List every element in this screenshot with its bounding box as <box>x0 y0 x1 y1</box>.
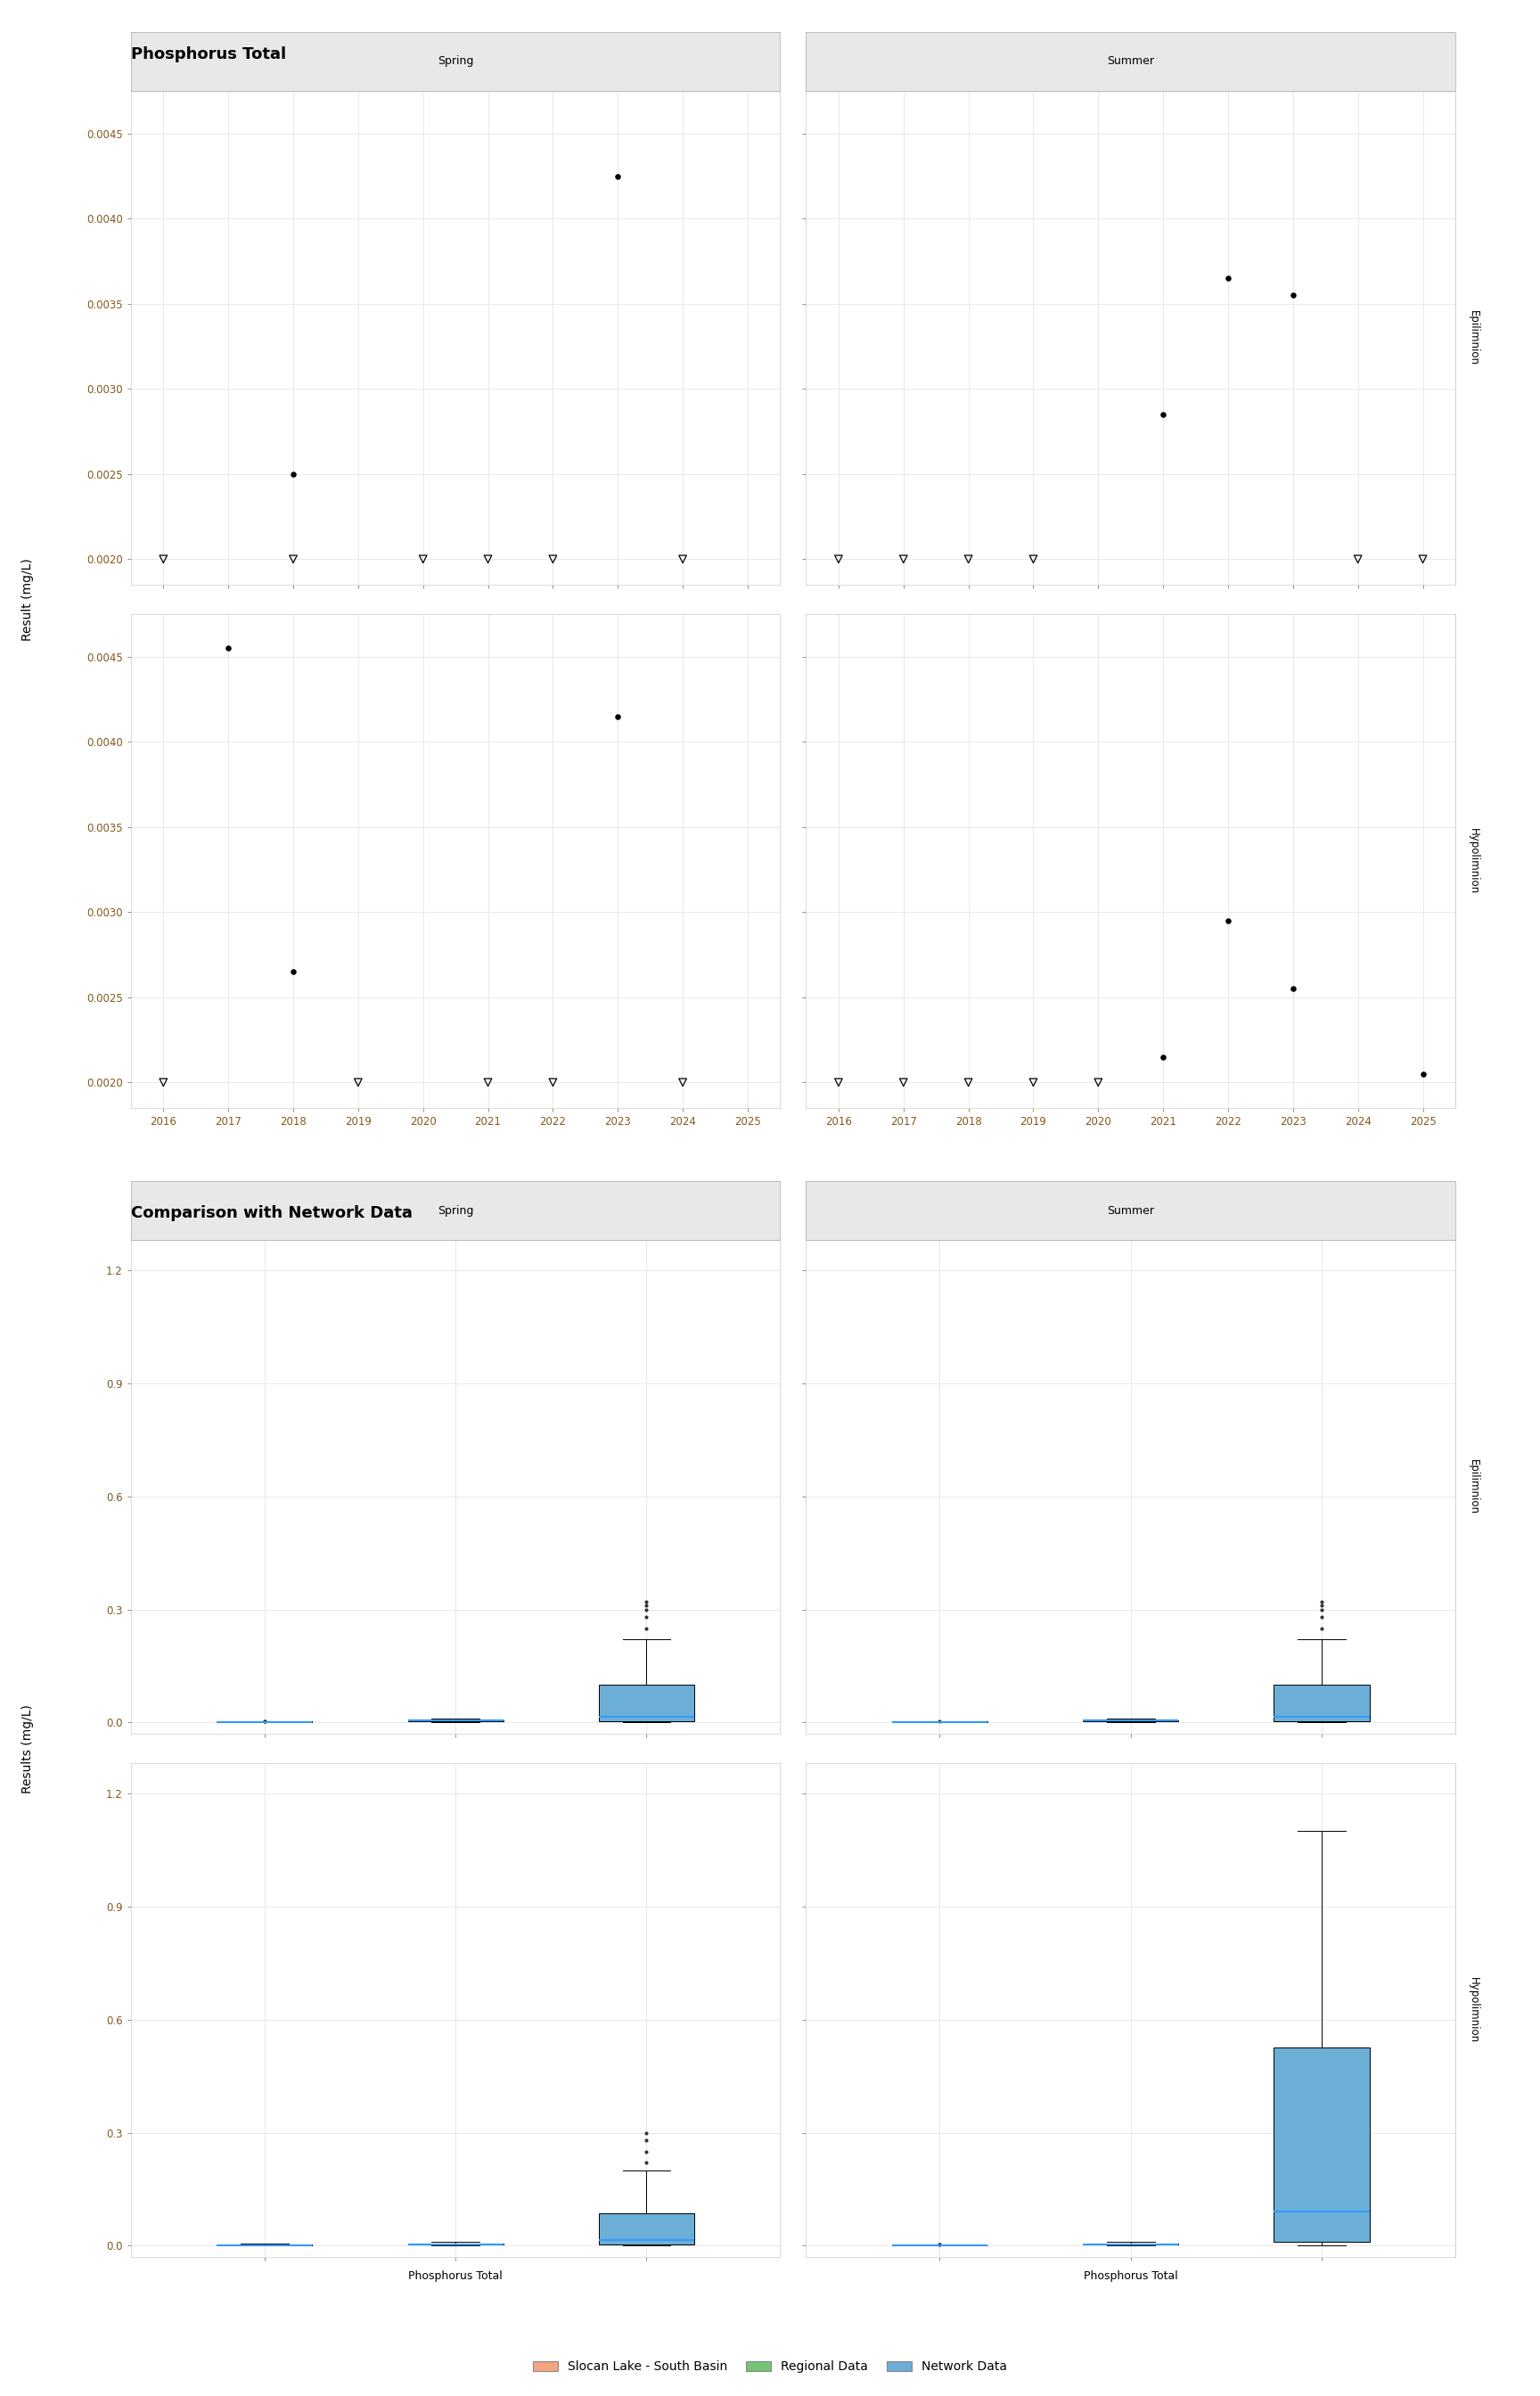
Y-axis label: Epilimnion: Epilimnion <box>1468 1459 1480 1514</box>
Point <box>476 1064 501 1102</box>
Text: Phosphorus Total: Phosphorus Total <box>131 46 286 62</box>
Point <box>1215 259 1240 297</box>
Point <box>892 1064 916 1102</box>
Y-axis label: Hypolimnion: Hypolimnion <box>1468 1977 1480 2044</box>
PathPatch shape <box>1274 1684 1369 1720</box>
Text: Comparison with Network Data: Comparison with Network Data <box>131 1205 413 1222</box>
Point <box>1150 395 1175 434</box>
Legend: Slocan Lake - South Basin, Regional Data, Network Data: Slocan Lake - South Basin, Regional Data… <box>528 2355 1012 2377</box>
Y-axis label: Hypolimnion: Hypolimnion <box>1468 829 1480 894</box>
Point <box>956 1064 981 1102</box>
Point <box>605 158 630 196</box>
Point <box>1021 1064 1046 1102</box>
Point <box>605 697 630 736</box>
Point <box>411 539 436 577</box>
Point <box>280 455 305 494</box>
Point <box>827 539 852 577</box>
Point <box>476 539 501 577</box>
Point <box>541 1064 565 1102</box>
Point <box>216 630 240 668</box>
Point <box>827 1064 852 1102</box>
Y-axis label: Epilimnion: Epilimnion <box>1468 309 1480 367</box>
Point <box>1215 901 1240 939</box>
PathPatch shape <box>1274 2049 1369 2243</box>
Point <box>151 539 176 577</box>
Point <box>1086 1064 1110 1102</box>
Point <box>1150 1037 1175 1076</box>
Point <box>892 539 916 577</box>
PathPatch shape <box>599 1684 695 1720</box>
Point <box>280 539 305 577</box>
Point <box>1281 276 1306 314</box>
Point <box>1411 539 1435 577</box>
Point <box>1346 539 1371 577</box>
Point <box>670 1064 695 1102</box>
Text: Results (mg/L): Results (mg/L) <box>22 1704 34 1792</box>
Point <box>1281 970 1306 1009</box>
Point <box>956 539 981 577</box>
X-axis label: Phosphorus Total: Phosphorus Total <box>408 2269 502 2281</box>
Point <box>280 954 305 992</box>
Point <box>1411 1054 1435 1093</box>
PathPatch shape <box>599 2214 695 2245</box>
Point <box>151 1064 176 1102</box>
Point <box>670 539 695 577</box>
Point <box>346 1064 371 1102</box>
Point <box>1021 539 1046 577</box>
Text: Result (mg/L): Result (mg/L) <box>22 558 34 640</box>
X-axis label: Phosphorus Total: Phosphorus Total <box>1084 2269 1178 2281</box>
Point <box>541 539 565 577</box>
